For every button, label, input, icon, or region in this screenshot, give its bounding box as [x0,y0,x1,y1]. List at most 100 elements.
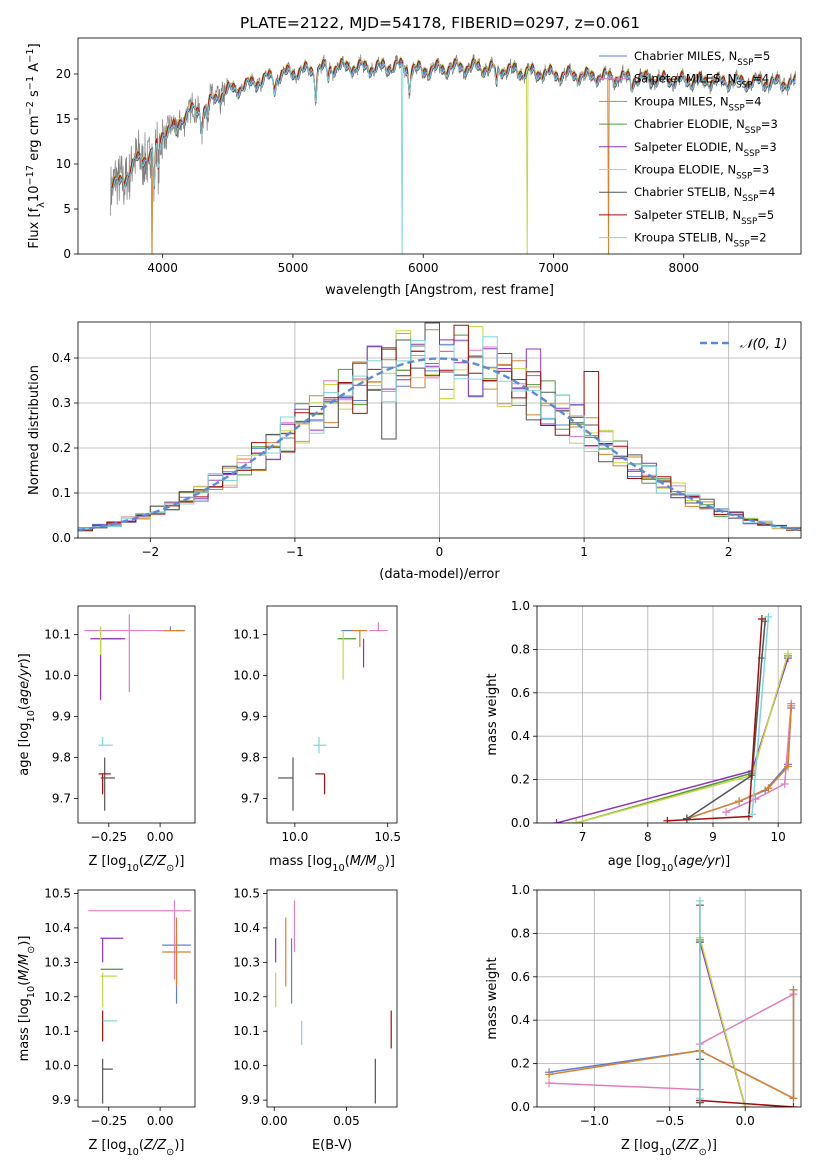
x-tick-label: 7000 [538,261,569,275]
mass-weight-marker [789,1103,798,1107]
figure-title: PLATE=2122, MJD=54178, FIBERID=0297, z=0… [240,14,640,32]
y-tick-label: 20 [56,67,71,81]
mass-weight-marker [663,816,672,823]
y-tick-label: 0.4 [52,351,71,365]
y-tick-label: 10.2 [44,990,71,1004]
mass-weight-marker [764,784,773,793]
x-axis-label: age [log10(age/yr)] [608,854,731,874]
x-axis-label: Z [log10(Z/Z⊙)] [621,1138,717,1158]
legend-label: Kroupa STELIB, NSSP=2 [634,231,767,250]
mass-weight-marker [545,1079,554,1088]
x-tick-label: 5000 [278,261,309,275]
mass-weight-marker [783,762,792,771]
y-axis-label: Normed distribution [27,365,42,495]
x-tick-label: 0.00 [147,830,174,844]
y-tick-label: 9.8 [52,750,71,764]
mass-weight-marker [545,1070,554,1079]
normal-curve [78,357,801,532]
x-tick-label: 0.00 [261,1114,288,1128]
y-tick-label: 10.0 [233,669,260,683]
x-axis-label: Z [log10(Z/Z⊙)] [89,1138,185,1158]
x-tick-label: 10.5 [374,830,401,844]
y-tick-label: 10.0 [44,1059,71,1073]
y-tick-label: 10.0 [233,1059,260,1073]
axes-frame [77,889,196,1108]
y-axis-label: mass weight [485,957,500,1039]
legend-label: Chabrier MILES, NSSP=5 [634,49,770,68]
residuals-plot-area [78,322,801,538]
axes-frame [266,605,398,824]
y-tick-label: 10.1 [233,1024,260,1038]
y-tick-label: 0.0 [511,816,530,830]
y-tick-label: 9.9 [241,1093,260,1107]
spectrum-model-line [110,57,796,190]
y-tick-label: 10.1 [233,628,260,642]
y-tick-label: 1.0 [511,883,530,897]
x-axis-label: Z [log10(Z/Z⊙)] [89,854,185,874]
x-tick-label: 0.00 [147,1114,174,1128]
histogram-step-line [78,336,801,530]
legend-label: Salpeter MILES, NSSP=4 [634,72,769,91]
mass-vs-EBV-plot-area [275,900,392,1104]
spectrum-axes: 4000 5000 6000 7000 8000 0 5 10 15 20 wavelength [… [25,37,802,298]
x-tick-label: 0 [436,545,444,559]
y-tick-label: 9.8 [241,750,260,764]
mass-weight-vs-age-axes: 7 8 9 10 0.0 0.2 0.4 0.6 0.8 1.0 age [log10(age/yr… [485,599,802,874]
y-tick-label: 5 [63,202,71,216]
spectrum-plot-area [110,54,797,254]
mass-weight-vs-age-plot-area [537,606,801,823]
x-tick-label: 4000 [147,261,178,275]
y-tick-label: 0.2 [511,1057,530,1071]
y-tick-label: 10.2 [233,990,260,1004]
axes-frame [266,889,398,1108]
age-vs-mass-axes: 10.0 10.5 9.7 9.8 9.9 10.0 10.1 mass [log10(M/M… [233,605,401,874]
x-tick-label: −0.25 [90,1114,127,1128]
y-tick-label: 0.8 [511,642,530,656]
y-tick-label: 9.9 [52,710,71,724]
mass-weight-line [548,989,795,1100]
spectrum-legend: Chabrier MILES, NSSP=5 Salpeter MILES, NS… [599,49,778,250]
x-tick-label: 10 [771,830,786,844]
legend-label: Kroupa ELODIE, NSSP=3 [634,163,769,182]
x-tick-label: −2 [141,545,159,559]
y-tick-label: 0.4 [511,729,530,743]
mass-weight-marker [735,797,744,806]
x-axis-label: mass [log10(M/M⊙)] [269,854,395,874]
y-tick-label: 0.6 [511,970,530,984]
mass-weight-marker [682,814,691,823]
mass-vs-Z-axes: −0.25 0.00 9.9 10.0 10.1 10.2 10.3 10.4 10.5 Z [l… [17,886,196,1158]
y-tick-label: 10 [56,157,71,171]
y-tick-label: 15 [56,112,71,126]
mass-weight-marker [789,1094,798,1103]
mass-vs-EBV-axes: 0.00 0.05 9.9 10.0 10.1 10.2 10.3 10.4 10.5 E(B-V… [233,886,398,1153]
y-tick-label: 0.1 [52,486,71,500]
y-tick-label: 0.0 [511,1100,530,1114]
mass-weight-marker [695,1094,704,1103]
mass-weight-line [548,989,795,1100]
x-tick-label: −1.0 [580,1114,609,1128]
y-tick-label: 10.4 [233,921,260,935]
x-tick-label: 8 [644,830,652,844]
age-vs-Z-plot-area [84,614,185,811]
residuals-axes: −2 −1 0 1 2 0.0 0.1 0.2 0.3 0.4 (data-model)/error… [27,321,802,582]
y-tick-label: 10.3 [233,955,260,969]
axes-frame [77,605,196,824]
x-axis-label: E(B-V) [312,1138,352,1153]
x-tick-label: 9 [709,830,717,844]
mass-weight-line [751,616,770,815]
y-tick-label: 10.1 [44,628,71,642]
legend-label: Salpeter STELIB, NSSP=5 [634,208,774,227]
y-tick-label: 9.9 [241,710,260,724]
y-tick-label: 9.9 [52,1093,71,1107]
axes-frame [77,321,802,539]
mass-weight-marker [783,649,792,658]
mass-weight-marker [552,819,561,823]
y-tick-label: 0.2 [511,773,530,787]
mass-weight-line [549,993,794,1091]
legend-label: Kroupa MILES, NSSP=4 [634,94,762,113]
y-tick-label: 10.1 [44,1024,71,1038]
y-tick-label: 0 [63,247,71,261]
mass-weight-marker [757,615,766,624]
mass-weight-marker [764,612,773,621]
x-tick-label: 8000 [668,261,699,275]
